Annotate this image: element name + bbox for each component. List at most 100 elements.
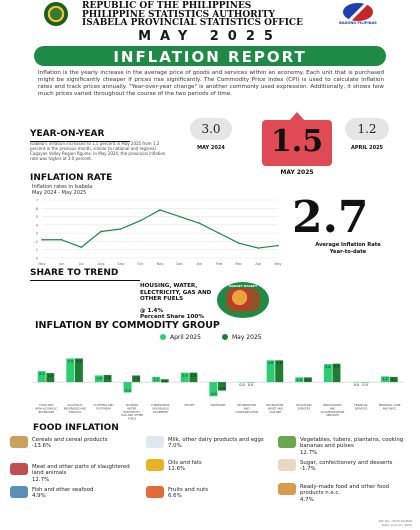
average-inflation-label: Average Inflation Rate Year-to-date — [300, 242, 396, 255]
bar-value-label: 1.5 — [105, 376, 110, 380]
report-title: INFLATION REPORT — [113, 48, 307, 66]
bar-value-label: 2.3 — [39, 372, 44, 376]
x-tick-label: Sep — [117, 262, 124, 266]
may-2025-value: 1.5 — [270, 124, 324, 159]
share-commodity-line-1: HOUSING, WATER, — [140, 283, 198, 289]
share-commodity-line-2: ELECTRICITY, GAS AND — [140, 289, 212, 296]
bar-value-label: 1.0 — [297, 378, 302, 382]
meat-icon — [10, 463, 28, 475]
data-point — [139, 219, 142, 222]
category-label: RESTAURANTS — [323, 403, 342, 407]
category-label: FOOD AND — [39, 403, 53, 407]
y-tick-label: 2 — [36, 240, 38, 244]
rate-subtitle: Inflation rates in Isabela May 2024 - Ma… — [32, 184, 92, 196]
x-tick-label: Apr — [255, 262, 262, 266]
bar — [180, 372, 189, 383]
category-label: RECREATION, — [267, 403, 285, 407]
x-tick-label: Jun — [58, 262, 64, 266]
sugar-icon — [278, 459, 296, 471]
category-label: GAS AND OTHER — [121, 413, 143, 417]
agency-line-3: ISABELA PROVINCIAL STATISTICS OFFICE — [82, 18, 303, 28]
bar-value-label: -1.8 — [219, 386, 226, 390]
data-point — [159, 209, 161, 211]
food-item-label: Fish and other seafood — [32, 487, 94, 493]
agency-name: REPUBLIC OF THE PHILIPPINES PHILIPPINE S… — [82, 2, 303, 28]
data-point — [218, 232, 220, 234]
food-item-value: 6.6% — [168, 493, 182, 500]
inflation-rate-line-chart: 0 1 2 3 4 5 6 7 May Jun Jul Aug Sep Oct Nov Dec Jan Feb Ma… — [36, 199, 282, 267]
bar — [275, 360, 284, 383]
y-tick-label: 3 — [36, 232, 38, 236]
bar-value-label: 4.6 — [277, 361, 282, 365]
food-item-sugar: Sugar, confectionery and desserts -1.7% — [278, 459, 410, 473]
bar — [323, 364, 332, 383]
category-label: SERVICES — [355, 406, 368, 410]
bar — [66, 358, 75, 383]
arrow-up-icon — [289, 112, 305, 121]
food-item-value: -13.6% — [32, 443, 52, 450]
category-label: EDUCATION — [296, 403, 311, 407]
y-tick-label: 1 — [36, 248, 38, 252]
category-label: AND — [330, 406, 336, 410]
x-tick-label: Mar — [235, 262, 242, 266]
x-tick-label: Nov — [157, 262, 164, 266]
category-label: COMMUNICATION — [235, 410, 258, 414]
bar-value-label: 0.6 — [162, 380, 167, 384]
food-item-fruits: Fruits and nuts 6.6% — [146, 486, 274, 500]
category-label: CLOTHING AND — [94, 403, 114, 407]
legend-may: May 2025 — [222, 334, 262, 341]
food-item-label: Meat and other parts of slaughtered land… — [32, 464, 130, 477]
footer-ref: Ref. No.: 2025-03-BGR — [378, 519, 412, 523]
rate-subtitle-line-1: Inflation rates in Isabela — [32, 184, 93, 190]
category-label: SERVICES — [298, 406, 311, 410]
food-item-value: 12.7% — [300, 449, 318, 456]
data-point — [100, 230, 102, 233]
bar — [303, 377, 312, 383]
bar — [189, 372, 198, 383]
bar — [295, 377, 304, 383]
april-2025-value: 1.2 — [357, 122, 377, 136]
food-item-milk: Milk, other dairy products and eggs 7.0% — [146, 436, 274, 450]
bar — [94, 375, 103, 383]
bar-value-label: 1.2 — [382, 377, 387, 381]
pill-april-2025: 1.2 — [345, 118, 389, 140]
legend-april: April 2025 — [160, 334, 201, 341]
y-tick-label: 5 — [36, 215, 38, 219]
bar-value-label: 2.0 — [191, 373, 196, 377]
category-label: FURNISHINGS, — [151, 403, 170, 407]
bar-value-label: 0.0 — [248, 383, 253, 387]
category-label: FUELS — [128, 417, 136, 421]
yoy-title-rule — [30, 141, 130, 142]
bar — [152, 376, 161, 383]
average-inflation-value: 2.7 — [292, 192, 369, 243]
bar — [132, 375, 141, 383]
category-label: BEVERAGES — [39, 410, 55, 414]
bar — [37, 371, 46, 383]
food-item-label: Milk, other dairy products and eggs — [168, 437, 264, 443]
category-label: FOOTWEAR — [96, 406, 111, 410]
commodity-section-title: INFLATION BY COMMODITY GROUP — [35, 320, 220, 331]
hero-may-2025: 1.5 — [262, 112, 332, 166]
category-label: NON-ALCOHOLIC — [35, 406, 57, 410]
x-tick-label: Jan — [196, 262, 202, 266]
category-label: AND MISC. — [383, 406, 397, 410]
x-tick-label: May — [274, 262, 281, 266]
psa-seal-icon — [44, 2, 68, 26]
market-basket-label: MARKET BASKET — [228, 284, 258, 288]
cereals-icon — [10, 436, 28, 448]
data-point — [277, 244, 279, 247]
category-label: ALCOHOLIC — [67, 403, 82, 407]
may-2024-label: MAY 2024 — [197, 145, 225, 151]
data-point — [119, 228, 122, 230]
title-banner: INFLATION REPORT — [34, 46, 386, 66]
fruits-icon — [146, 486, 164, 498]
x-tick-label: May — [38, 262, 45, 266]
food-item-value: -1.7% — [300, 466, 316, 473]
bar — [266, 360, 275, 383]
data-point — [198, 222, 201, 224]
category-label: AND — [244, 406, 250, 410]
category-label: CULTURE — [269, 410, 281, 414]
may-2025-label: MAY 2025 — [280, 169, 314, 176]
vegetables-icon — [278, 436, 296, 448]
ready-made-food-icon — [278, 483, 296, 495]
